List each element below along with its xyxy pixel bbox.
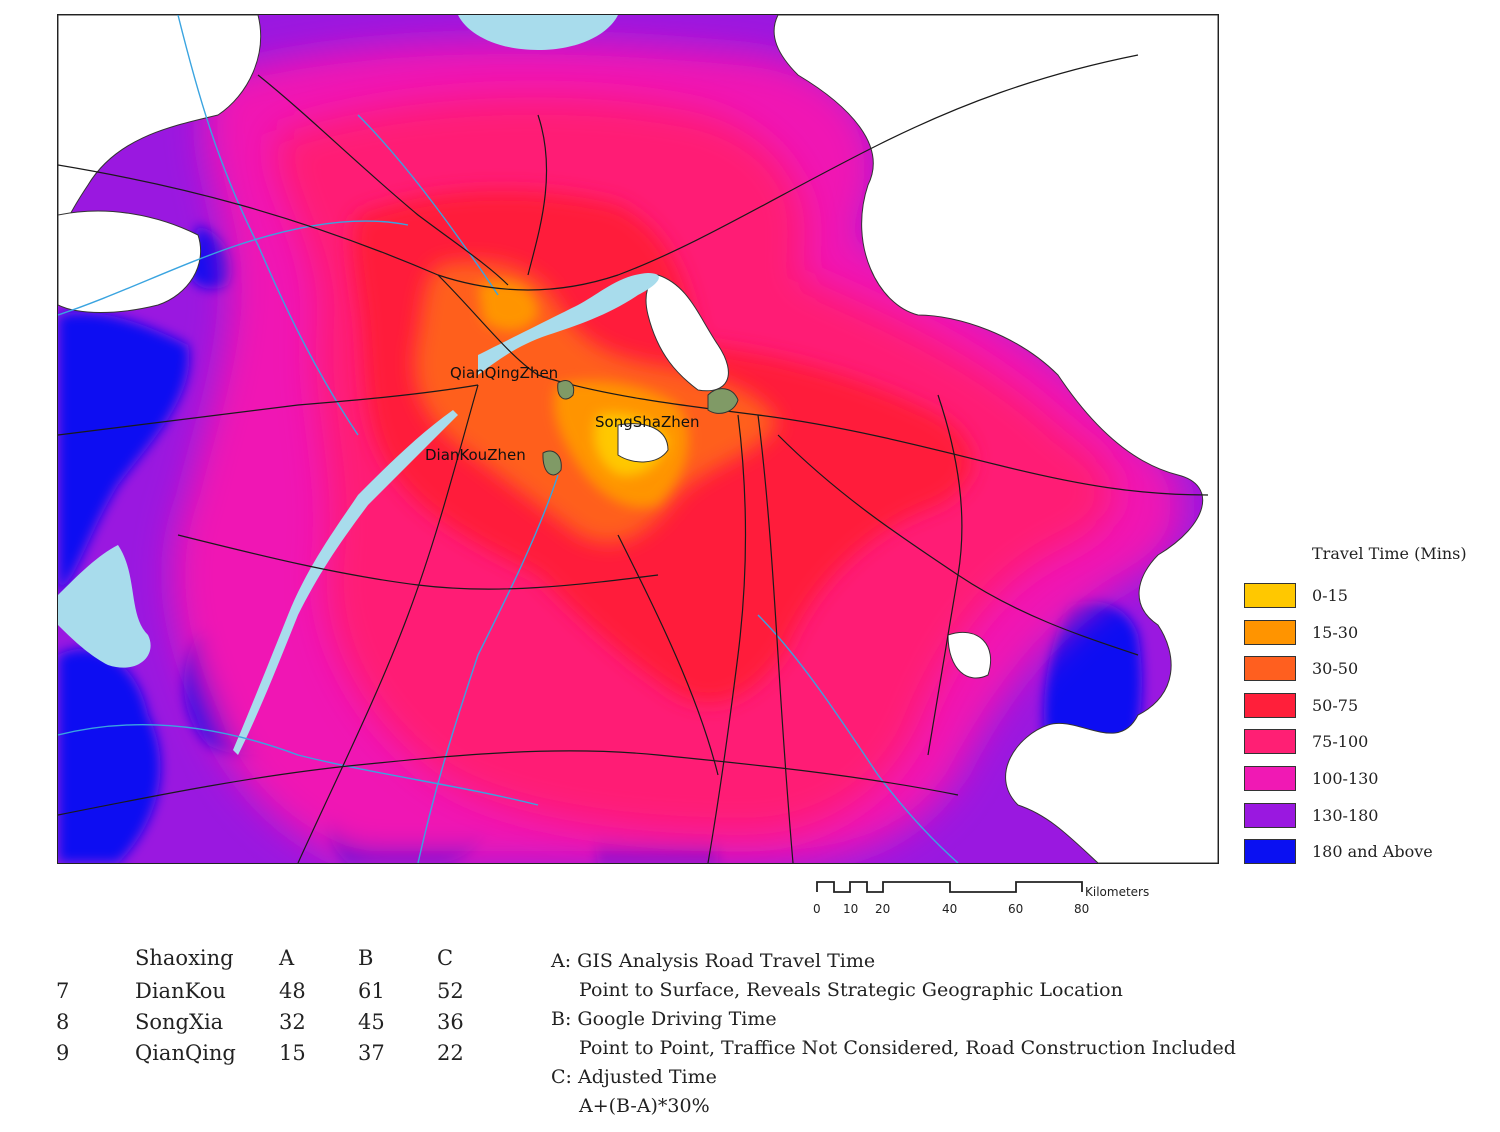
legend-label: 50-75 — [1312, 695, 1359, 715]
scale-bar: Kilometers 0 10 20 40 60 80 — [810, 878, 1170, 918]
legend-label: 75-100 — [1312, 732, 1369, 752]
legend-label: 180 and Above — [1312, 842, 1433, 862]
scale-tick-10: 10 — [843, 902, 858, 916]
water-bodies — [58, 15, 659, 755]
no-data-areas — [58, 15, 1218, 863]
table-row-a: 48 — [279, 979, 306, 1003]
legend-title: Travel Time (Mins) — [1312, 544, 1467, 563]
table-header-shaoxing: Shaoxing — [135, 946, 234, 970]
scale-tick-80: 80 — [1074, 902, 1089, 916]
table-row-index: 9 — [56, 1041, 70, 1065]
table-row-town: QianQing — [135, 1041, 236, 1065]
note-c-formula: A+(B-A)*30% — [579, 1095, 710, 1117]
table-row-a: 32 — [279, 1010, 306, 1034]
table-header-b: B — [358, 946, 374, 970]
scale-tick-40: 40 — [942, 902, 957, 916]
table-header-c: C — [437, 946, 454, 970]
table-header-a: A — [279, 946, 295, 970]
table-row-town: DianKou — [135, 979, 226, 1003]
table-row-town: SongXia — [135, 1010, 224, 1034]
map-canvas: QianQingZhen SongShaZhen DianKouZhen — [58, 15, 1218, 863]
town-areas — [542, 380, 739, 476]
rivers — [58, 15, 959, 863]
legend-label: 15-30 — [1312, 622, 1359, 642]
table-row-c: 52 — [437, 979, 464, 1003]
legend-swatch — [1244, 802, 1296, 828]
legend-label: 30-50 — [1312, 659, 1359, 679]
table-row-index: 7 — [56, 979, 70, 1003]
legend-swatch — [1244, 619, 1296, 645]
scale-bar-graphic: Kilometers 0 10 20 40 60 80 — [813, 881, 1149, 916]
place-label-songsha: SongShaZhen — [595, 413, 699, 431]
note-a-detail: Point to Surface, Reveals Strategic Geog… — [579, 979, 1123, 1001]
table-row-a: 15 — [279, 1041, 306, 1065]
note-c-title: C: Adjusted Time — [551, 1066, 717, 1088]
note-b-detail: Point to Point, Traffice Not Considered,… — [579, 1037, 1236, 1059]
table-row-b: 45 — [358, 1010, 385, 1034]
legend-swatch — [1244, 729, 1296, 755]
table-row-c: 36 — [437, 1010, 464, 1034]
table-row-b: 37 — [358, 1041, 385, 1065]
note-b-title: B: Google Driving Time — [551, 1008, 777, 1030]
table-row-b: 61 — [358, 979, 385, 1003]
legend-swatch — [1244, 656, 1296, 682]
scale-tick-0: 0 — [813, 902, 821, 916]
legend-swatch — [1244, 766, 1296, 791]
note-a-title: A: GIS Analysis Road Travel Time — [551, 950, 876, 972]
legend-label: 100-130 — [1312, 769, 1379, 788]
legend-swatch — [1244, 583, 1296, 608]
travel-time-map[interactable]: QianQingZhen SongShaZhen DianKouZhen — [57, 14, 1219, 864]
roads — [58, 54, 1209, 863]
scale-tick-20: 20 — [875, 902, 890, 916]
legend-label: 130-180 — [1312, 805, 1379, 825]
legend-swatch — [1244, 692, 1296, 718]
scale-tick-60: 60 — [1008, 902, 1023, 916]
place-label-qianqing: QianQingZhen — [450, 364, 558, 382]
legend-swatch — [1244, 839, 1296, 865]
table-row-c: 22 — [437, 1041, 464, 1065]
legend-label: 0-15 — [1312, 586, 1348, 605]
place-label-diankou: DianKouZhen — [425, 446, 526, 464]
table-row-index: 8 — [56, 1010, 70, 1034]
scale-unit: Kilometers — [1085, 885, 1149, 899]
